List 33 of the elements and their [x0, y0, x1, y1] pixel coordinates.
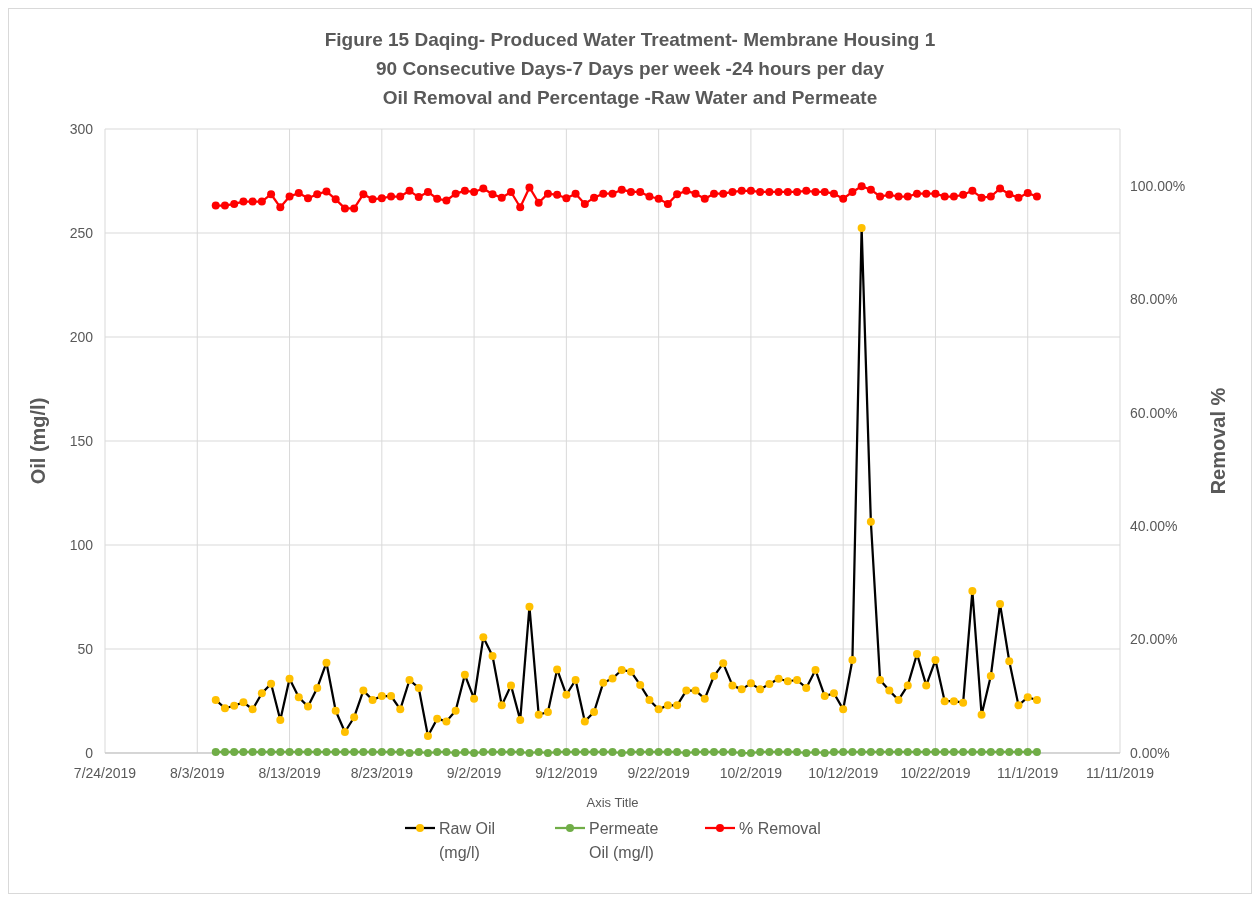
- legend-label: Permeate Oil (mg/l): [589, 819, 659, 861]
- y2-tick-label: 40.00%: [1130, 517, 1178, 534]
- x-tick-label: 10/2/2019: [719, 765, 783, 781]
- x-tick-label: 9/2/2019: [446, 765, 502, 781]
- x-tick-label: 8/23/2019: [350, 765, 414, 781]
- y2-tick-label: 80.00%: [1130, 291, 1178, 308]
- x-tick-label: 10/12/2019: [808, 765, 879, 781]
- y2-tick-label: 100.00%: [1130, 177, 1186, 194]
- y-tick-label: 100: [69, 536, 94, 553]
- x-tick-label: 9/22/2019: [627, 765, 690, 781]
- y-tick-label: 50: [77, 640, 94, 657]
- legend-label: Raw Oil (mg/l): [439, 819, 496, 861]
- y2-axis-title: Removal %: [1207, 387, 1229, 495]
- y-tick-label: 0: [85, 744, 94, 761]
- y2-tick-label: 60.00%: [1130, 404, 1178, 421]
- x-tick-label: 8/13/2019: [258, 765, 321, 781]
- y-axis-title: Oil (mg/l): [27, 397, 49, 485]
- y2-tick-label: 0.00%: [1130, 744, 1170, 761]
- chart-title: Figure 15 Daqing- Produced Water Treatment- Membrane Housing 1: [324, 29, 936, 50]
- y-tick-label: 200: [69, 328, 94, 345]
- y-tick-label: 300: [69, 120, 94, 137]
- y-tick-label: 150: [69, 432, 94, 449]
- x-tick-label: 8/3/2019: [170, 765, 225, 781]
- x-tick-label: 10/22/2019: [900, 765, 971, 781]
- y-tick-label: 250: [69, 224, 94, 241]
- x-tick-label: 11/1/2019: [997, 765, 1059, 781]
- y2-tick-label: 20.00%: [1130, 631, 1178, 648]
- chart-subtitle: 90 Consecutive Days-7 Days per week -24 hours per day Oil Removal and Percentage -Raw Water and Permeate: [376, 58, 885, 108]
- x-tick-label: 11/11/2019: [1086, 765, 1155, 781]
- x-tick-label: 9/12/2019: [535, 765, 598, 781]
- x-axis-title: Axis Title: [586, 795, 639, 810]
- legend-label: % Removal: [739, 819, 821, 837]
- x-tick-label: 7/24/2019: [73, 765, 137, 781]
